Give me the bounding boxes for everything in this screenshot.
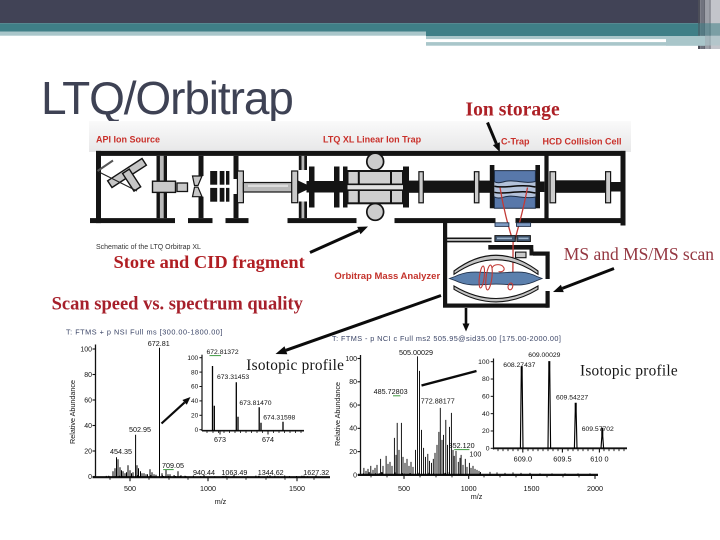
svg-text:T: FTMS + p NSI Full ms [300.0: T: FTMS + p NSI Full ms [300.00-1800.00] (66, 328, 223, 337)
svg-text:Relative Abundance: Relative Abundance (333, 382, 342, 446)
svg-text:LTQ/Orbitrap: LTQ/Orbitrap (41, 72, 293, 124)
svg-text:20: 20 (191, 413, 199, 420)
svg-text:1344.62: 1344.62 (258, 468, 284, 477)
svg-text:Orbitrap Mass Analyzer: Orbitrap Mass Analyzer (334, 271, 440, 282)
svg-text:40: 40 (349, 426, 357, 433)
svg-text:40: 40 (191, 398, 199, 405)
svg-text:API Ion Source: API Ion Source (96, 135, 160, 145)
svg-text:609.5: 609.5 (553, 455, 571, 464)
svg-text:MS and MS/MS scan: MS and MS/MS scan (564, 244, 714, 264)
svg-text:454.35: 454.35 (110, 447, 132, 456)
svg-text:Ion storage: Ion storage (466, 100, 560, 121)
svg-text:608.27437: 608.27437 (503, 362, 535, 369)
svg-text:80: 80 (349, 379, 357, 386)
svg-text:20: 20 (84, 448, 92, 455)
svg-text:1627.32: 1627.32 (303, 468, 329, 477)
svg-text:673.81470: 673.81470 (239, 400, 271, 407)
svg-text:20: 20 (349, 449, 357, 456)
svg-text:m/z: m/z (471, 492, 483, 501)
svg-text:672.81372: 672.81372 (207, 349, 239, 356)
svg-text:1500: 1500 (524, 484, 540, 493)
svg-text:1000: 1000 (461, 484, 477, 493)
svg-text:852.120: 852.120 (449, 441, 475, 450)
svg-text:80: 80 (84, 372, 92, 379)
svg-text:100: 100 (80, 346, 92, 353)
svg-text:673.31453: 673.31453 (217, 374, 249, 381)
svg-text:100: 100 (469, 450, 481, 459)
svg-text:2000: 2000 (587, 484, 603, 493)
svg-text:60: 60 (191, 384, 199, 391)
svg-text:0: 0 (353, 472, 357, 479)
svg-text:672.81: 672.81 (148, 339, 170, 348)
svg-text:505.00029: 505.00029 (399, 348, 433, 357)
svg-text:100: 100 (478, 359, 490, 366)
svg-text:20: 20 (482, 428, 490, 435)
svg-text:100: 100 (187, 355, 198, 362)
svg-text:772.88177: 772.88177 (421, 397, 455, 406)
svg-text:0: 0 (88, 474, 92, 481)
svg-text:m/z: m/z (215, 497, 227, 506)
svg-text:674: 674 (262, 435, 274, 444)
svg-text:Store and CID fragment: Store and CID fragment (114, 252, 306, 272)
svg-text:Isotopic profile: Isotopic profile (580, 362, 678, 379)
svg-text:1063.49: 1063.49 (221, 468, 247, 477)
svg-text:500: 500 (398, 484, 410, 493)
svg-text:485.72803: 485.72803 (374, 387, 408, 396)
svg-text:609.57702: 609.57702 (582, 426, 614, 433)
svg-text:609.0: 609.0 (514, 455, 532, 464)
svg-text:LTQ XL Linear Ion Trap: LTQ XL Linear Ion Trap (323, 135, 422, 145)
svg-text:940.44: 940.44 (193, 468, 215, 477)
svg-text:60: 60 (349, 402, 357, 409)
svg-text:610 0: 610 0 (590, 455, 608, 464)
svg-text:80: 80 (482, 376, 490, 383)
svg-text:40: 40 (84, 423, 92, 430)
svg-text:609.00029: 609.00029 (528, 352, 560, 359)
svg-text:Relative Abundance: Relative Abundance (68, 380, 77, 444)
svg-text:60: 60 (482, 394, 490, 401)
svg-text:100: 100 (345, 356, 357, 363)
svg-text:609.54227: 609.54227 (556, 395, 588, 402)
svg-text:502.95: 502.95 (129, 425, 151, 434)
svg-text:40: 40 (482, 411, 490, 418)
svg-text:Schematic of the LTQ Orbitrap: Schematic of the LTQ Orbitrap XL (96, 244, 201, 251)
svg-text:80: 80 (191, 369, 199, 376)
svg-text:0: 0 (195, 427, 199, 434)
svg-text:709.05: 709.05 (162, 461, 184, 470)
svg-text:60: 60 (84, 397, 92, 404)
svg-text:Isotopic profile: Isotopic profile (246, 357, 344, 374)
svg-text:673: 673 (214, 435, 226, 444)
svg-text:Scan speed vs. spectrum qualit: Scan speed vs. spectrum quality (52, 294, 304, 314)
svg-text:T: FTMS - p NCI c Full ms2 505: T: FTMS - p NCI c Full ms2 505.95@sid35.… (332, 334, 561, 343)
svg-text:0: 0 (486, 446, 490, 453)
svg-text:500: 500 (124, 484, 136, 493)
svg-text:1000: 1000 (200, 484, 216, 493)
svg-text:674.31598: 674.31598 (263, 415, 295, 422)
svg-text:HCD Collision Cell: HCD Collision Cell (543, 137, 622, 147)
svg-text:C-Trap: C-Trap (501, 137, 530, 147)
svg-text:1500: 1500 (289, 484, 305, 493)
